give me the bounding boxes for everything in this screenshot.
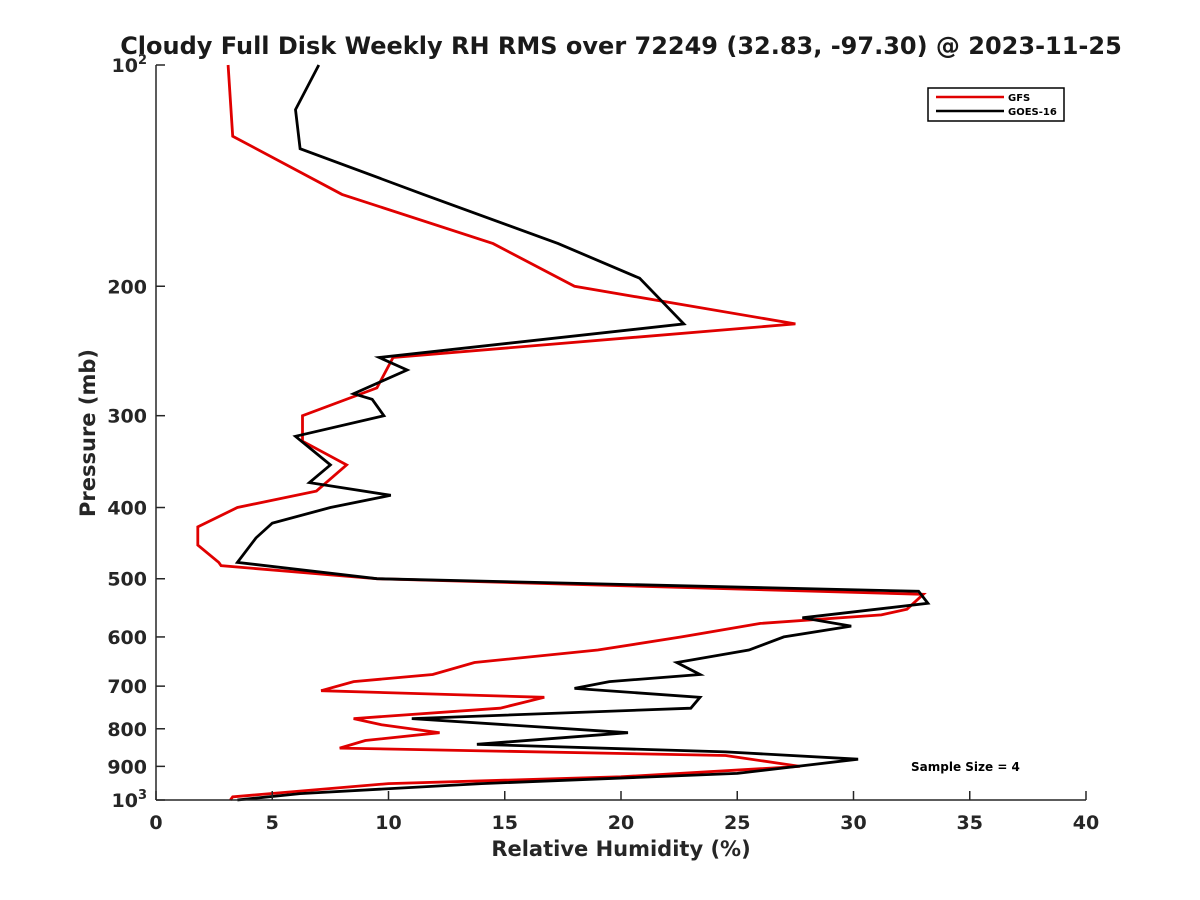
y-tick-label: 600	[107, 627, 147, 649]
x-tick-label: 20	[608, 812, 634, 834]
y-axis-label: Pressure (mb)	[76, 349, 100, 517]
sample-size-annotation: Sample Size = 4	[911, 760, 1020, 774]
y-tick-label: 700	[107, 676, 147, 698]
legend: GFS GOES-16	[927, 87, 1065, 122]
x-tick-label: 30	[840, 812, 866, 834]
axis-layer: 0 5 10 15 20 25 30 35 40 102 200 300 400 500 600 700 800…	[107, 53, 1099, 834]
y-tick-label: 103	[112, 788, 148, 812]
x-tick-label: 25	[724, 812, 750, 834]
series-line-gfs	[196, 64, 927, 801]
x-tick-label: 35	[957, 812, 983, 834]
y-tick-label: 900	[107, 756, 147, 778]
x-tick-label: 40	[1073, 812, 1099, 834]
series-layer	[196, 64, 931, 802]
legend-box	[927, 87, 1065, 122]
x-tick-label: 5	[266, 812, 279, 834]
x-tick-label: 15	[492, 812, 518, 834]
y-tick-label: 300	[107, 406, 147, 428]
y-tick-label: 102	[112, 53, 148, 77]
legend-label-goes16: GOES-16	[1008, 107, 1057, 118]
legend-label-gfs: GFS	[1008, 93, 1030, 104]
y-tick-label: 400	[107, 498, 147, 520]
y-tick-label: 500	[107, 569, 147, 591]
series-line-goes-16	[234, 64, 931, 802]
y-tick-label: 200	[107, 276, 147, 298]
chart-title: Cloudy Full Disk Weekly RH RMS over 7224…	[120, 32, 1122, 60]
x-axis-label: Relative Humidity (%)	[491, 837, 750, 861]
x-tick-label: 10	[375, 812, 401, 834]
x-tick-label: 0	[149, 812, 162, 834]
y-tick-label: 800	[107, 719, 147, 741]
plot-frame	[156, 65, 1086, 800]
